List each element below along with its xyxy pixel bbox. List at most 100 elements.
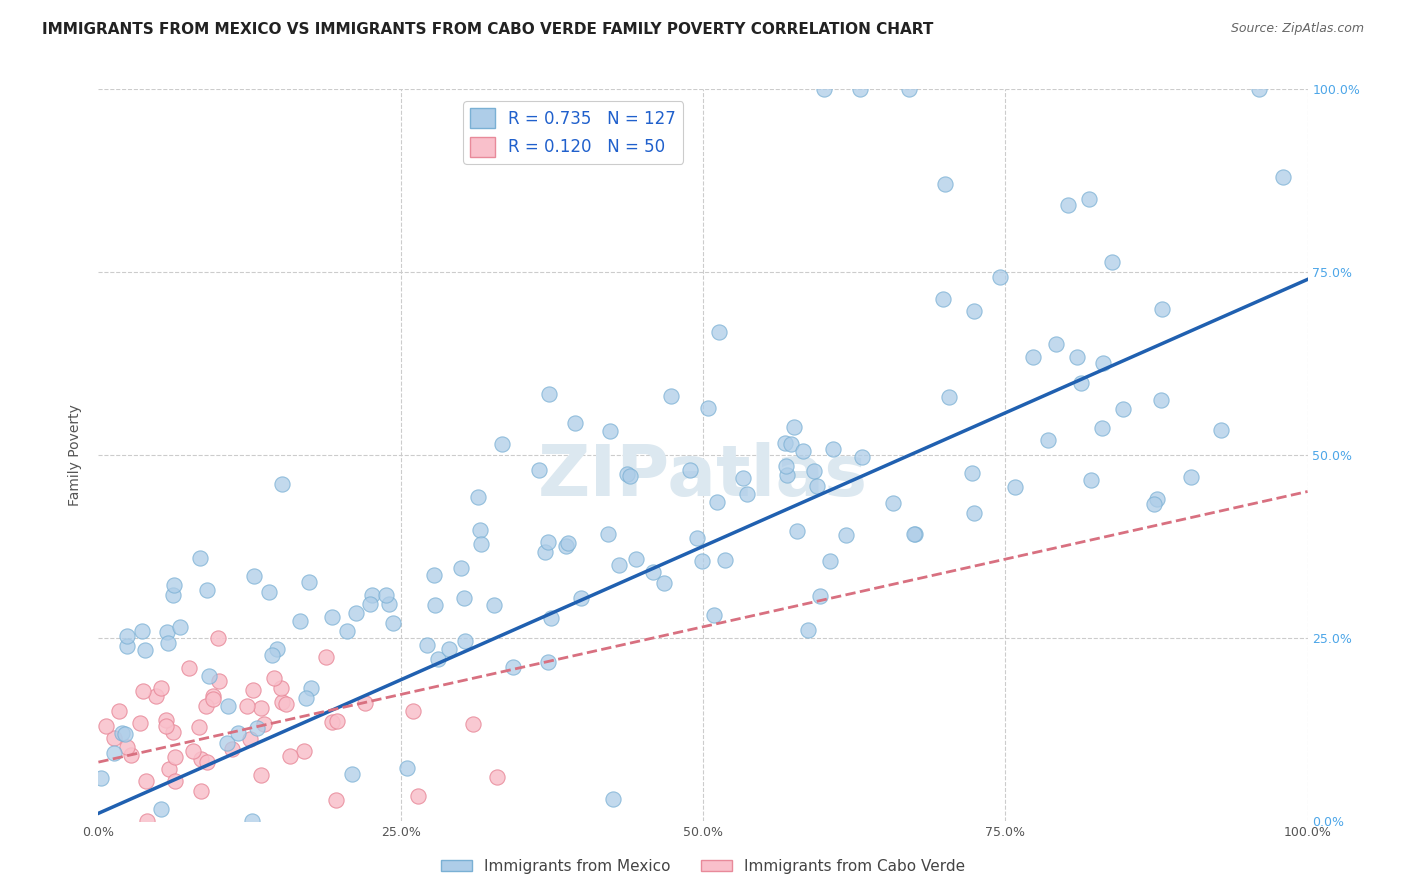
Point (786, 524, 808, 538)
Point (775, 436, 797, 450)
Point (803, 464, 825, 478)
Point (529, 463, 551, 477)
Point (128, 715, 150, 730)
Point (406, 789, 429, 803)
Point (183, 744, 205, 758)
Point (1036, 433, 1059, 447)
Point (534, 545, 557, 559)
Point (1180, 469, 1202, 483)
Point (132, 684, 155, 698)
Point (169, 620, 191, 634)
Point (299, 681, 322, 696)
Point (257, 584, 280, 599)
Point (108, 705, 131, 719)
Point (453, 634, 475, 648)
Y-axis label: Family Poverty: Family Poverty (69, 404, 83, 506)
Point (659, 389, 682, 403)
Text: ZIPatlas: ZIPatlas (538, 442, 868, 511)
Point (298, 575, 321, 590)
Point (190, 550, 212, 565)
Point (537, 386, 560, 401)
Point (156, 624, 179, 639)
Point (195, 755, 218, 769)
Point (157, 635, 180, 649)
Point (904, 526, 927, 541)
Point (903, 527, 925, 541)
Point (274, 697, 297, 711)
Point (1045, 336, 1067, 351)
Point (217, 736, 239, 750)
Point (325, 793, 347, 807)
Point (602, 792, 624, 806)
Point (731, 471, 754, 485)
Point (1091, 421, 1114, 435)
Point (686, 531, 709, 545)
Point (280, 748, 302, 763)
Point (207, 631, 229, 645)
Point (190, 783, 212, 797)
Point (321, 714, 343, 729)
Point (703, 608, 725, 623)
Point (217, 699, 239, 714)
Point (775, 458, 797, 473)
Point (208, 674, 231, 689)
Point (117, 629, 139, 643)
Point (652, 575, 675, 590)
Point (157, 762, 180, 776)
Point (555, 539, 578, 553)
Point (1004, 480, 1026, 494)
Point (706, 494, 728, 508)
Point (202, 689, 225, 703)
Text: IMMIGRANTS FROM MEXICO VS IMMIGRANTS FROM CABO VERDE FAMILY POVERTY CORRELATION : IMMIGRANTS FROM MEXICO VS IMMIGRANTS FRO… (42, 22, 934, 37)
Point (120, 747, 142, 762)
Point (439, 642, 461, 657)
Point (90, 771, 112, 785)
Point (963, 506, 986, 520)
Point (266, 641, 288, 656)
Point (537, 655, 560, 669)
Point (270, 477, 292, 491)
Point (564, 416, 586, 430)
Point (963, 304, 986, 318)
Point (537, 534, 560, 549)
Point (336, 624, 359, 638)
Point (344, 606, 367, 620)
Point (188, 720, 211, 734)
Point (714, 552, 737, 566)
Point (851, 450, 873, 464)
Point (94, 719, 117, 733)
Point (934, 178, 956, 192)
Text: Source: ZipAtlas.com: Source: ZipAtlas.com (1230, 22, 1364, 36)
Point (135, 814, 157, 828)
Point (697, 401, 720, 415)
Point (679, 463, 702, 477)
Point (557, 536, 579, 550)
Point (470, 524, 492, 538)
Point (198, 669, 221, 683)
Point (402, 704, 425, 718)
Point (502, 660, 524, 674)
Point (134, 642, 156, 657)
Point (796, 624, 818, 638)
Point (1211, 423, 1233, 437)
Point (707, 325, 730, 339)
Point (808, 590, 831, 604)
Point (145, 689, 167, 703)
Point (540, 611, 562, 625)
Point (361, 588, 384, 602)
Point (783, 420, 806, 434)
Point (163, 773, 186, 788)
Point (162, 724, 184, 739)
Point (1143, 497, 1166, 511)
Point (114, 727, 136, 741)
Point (359, 597, 381, 611)
Point (1272, 169, 1295, 184)
Point (163, 749, 186, 764)
Point (190, 752, 212, 766)
Point (820, 554, 842, 568)
Point (1112, 402, 1135, 417)
Point (103, 731, 125, 745)
Point (960, 467, 983, 481)
Point (482, 599, 505, 613)
Point (321, 609, 343, 624)
